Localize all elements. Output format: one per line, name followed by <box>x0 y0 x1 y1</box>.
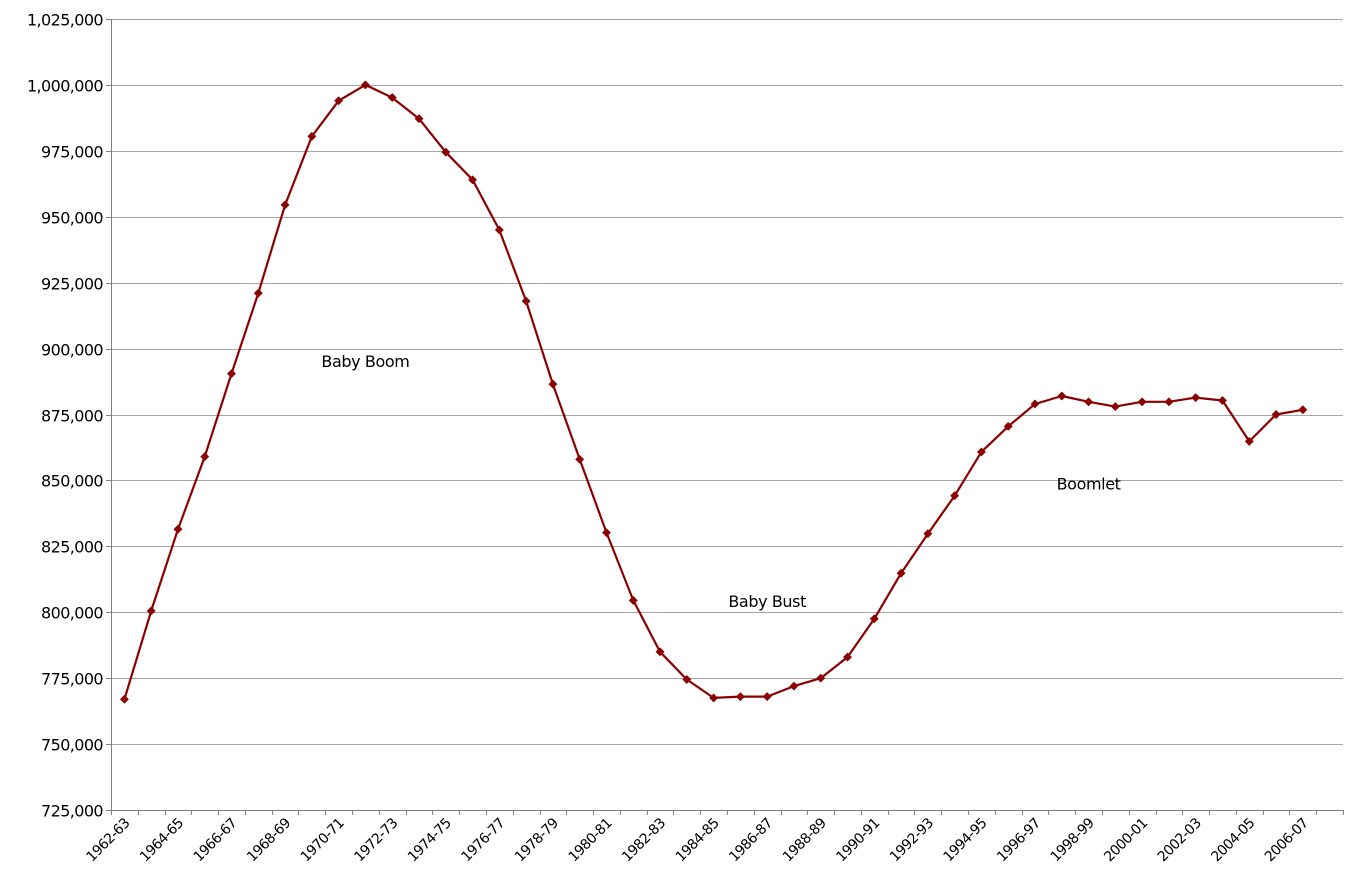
x-tick-label: 1970-71 <box>298 816 348 866</box>
data-point-marker <box>950 491 960 501</box>
data-point-marker <box>789 681 799 691</box>
data-point-marker <box>1217 395 1228 406</box>
data-point-marker <box>1164 397 1174 407</box>
x-tick-label: 1998-99 <box>1048 816 1098 866</box>
data-point-marker <box>1271 409 1281 420</box>
data-point-marker <box>280 200 290 210</box>
data-point-marker <box>735 692 745 702</box>
x-tick-label: 1986-87 <box>726 816 776 866</box>
data-point-marker <box>307 131 317 141</box>
x-tick-label: 1974-75 <box>405 816 455 866</box>
x-tick-label: 1988-89 <box>780 816 830 866</box>
x-tick-label: 1978-79 <box>512 816 562 866</box>
data-point-marker <box>682 674 692 685</box>
data-point-marker <box>226 369 237 379</box>
data-point-marker <box>494 225 504 235</box>
annotation-label: Baby Boom <box>321 352 409 371</box>
data-point-marker <box>628 595 638 605</box>
x-tick-label: 1982-83 <box>619 816 669 866</box>
y-tick-label: 1,000,000 <box>27 77 103 96</box>
data-point-marker <box>1084 397 1094 407</box>
x-axis-tick-labels: 1962-63 1964-65 1966-67 1968-69 1970-71 1972-… <box>84 816 1312 866</box>
x-tick-label: 2004-05 <box>1208 816 1258 866</box>
axes <box>106 19 1344 815</box>
data-point-marker <box>869 614 879 624</box>
y-tick-label: 950,000 <box>41 209 103 228</box>
y-tick-label: 850,000 <box>41 472 103 491</box>
x-tick-label: 1962-63 <box>84 816 134 866</box>
data-point-marker <box>762 692 772 702</box>
x-tick-label: 2000-01 <box>1101 816 1151 866</box>
y-tick-label: 725,000 <box>41 802 103 821</box>
y-axis-tick-labels: 725,000 750,000 775,000 800,000 825,000 850,0… <box>27 11 104 821</box>
data-point-marker <box>1191 393 1201 403</box>
data-point-marker <box>414 114 424 124</box>
y-tick-label: 1,025,000 <box>27 11 103 30</box>
data-point-marker <box>334 96 344 106</box>
data-point-marker <box>200 452 210 462</box>
x-tick-label: 1964-65 <box>137 816 187 866</box>
annotations: Baby Boom Baby Bust Boomlet <box>321 352 1121 611</box>
data-point-marker <box>816 673 826 683</box>
x-tick-label: 1992-93 <box>887 816 937 866</box>
data-point-marker <box>1030 399 1040 409</box>
data-point-marker <box>173 524 183 534</box>
data-point-marker <box>1003 421 1013 431</box>
data-point-marker <box>976 447 986 457</box>
data-point-marker <box>709 693 719 703</box>
x-tick-label: 1984-85 <box>673 816 723 866</box>
y-tick-label: 875,000 <box>41 407 103 426</box>
x-tick-label: 1966-67 <box>191 816 241 866</box>
data-point-marker <box>601 528 612 538</box>
data-point-marker <box>1057 391 1067 401</box>
x-tick-label: 2002-03 <box>1155 816 1205 866</box>
x-tick-label: 1996-97 <box>994 816 1044 866</box>
x-tick-label: 1976-77 <box>458 816 508 866</box>
x-tick-label: 1994-95 <box>941 816 991 866</box>
y-tick-label: 800,000 <box>41 604 103 623</box>
gridlines <box>111 19 1343 811</box>
data-point-marker <box>387 93 397 103</box>
y-tick-label: 775,000 <box>41 670 103 689</box>
data-point-marker <box>1298 405 1308 415</box>
data-point-marker <box>575 454 585 464</box>
data-point-marker <box>468 175 478 185</box>
data-point-marker <box>1137 397 1147 407</box>
data-point-marker <box>655 647 665 657</box>
series-line <box>123 83 1303 700</box>
data-point-marker <box>548 379 558 389</box>
data-point-marker <box>1110 402 1120 412</box>
y-tick-label: 900,000 <box>41 341 103 360</box>
data-point-marker <box>521 296 531 306</box>
data-point-marker <box>1244 436 1254 446</box>
x-tick-label: 1968-69 <box>244 816 294 866</box>
annotation-label: Boomlet <box>1057 475 1121 494</box>
x-tick-label: 1990-91 <box>833 816 883 866</box>
data-point-marker <box>896 568 906 578</box>
data-point-marker <box>253 288 263 298</box>
annotation-label: Baby Bust <box>728 592 806 611</box>
series-enrollment <box>119 80 1308 704</box>
x-tick-label: 1972-73 <box>351 816 401 866</box>
data-point-marker <box>842 652 853 662</box>
y-tick-label: 825,000 <box>41 538 103 557</box>
data-point-marker <box>119 694 129 704</box>
data-point-marker <box>923 529 933 539</box>
x-tick-label: 1980-81 <box>566 816 616 866</box>
data-point-marker <box>441 147 451 157</box>
data-point-marker <box>360 80 370 90</box>
y-tick-label: 975,000 <box>41 143 103 162</box>
x-tick-label: 2006-07 <box>1262 816 1312 866</box>
data-point-marker <box>146 606 156 616</box>
y-tick-label: 925,000 <box>41 275 103 294</box>
y-tick-label: 750,000 <box>41 736 103 755</box>
